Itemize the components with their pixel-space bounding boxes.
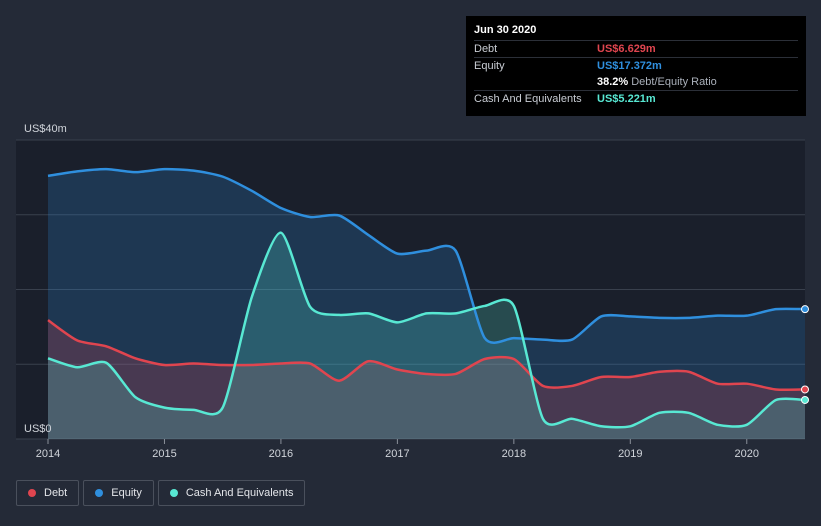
line-debt [47, 319, 806, 392]
tooltip-ratio-value: 38.2% [597, 76, 629, 88]
tooltip-cash-value: US$5.221m [597, 93, 656, 105]
series-areas [48, 169, 805, 439]
y-axis-top-label: US$40m [24, 123, 67, 135]
x-tick-label: 2015 [152, 448, 176, 460]
legend-item-cash[interactable]: Cash And Equivalents [157, 480, 306, 506]
end-marker-debt [801, 385, 809, 394]
series-lines [47, 167, 806, 429]
tooltip-equity-label: Equity [474, 60, 505, 72]
legend-label-debt: Debt [44, 487, 68, 499]
tooltip-cash-row: Cash And Equivalents US$5.221m [474, 90, 798, 107]
line-equity [47, 167, 806, 344]
x-tick-label: 2014 [36, 448, 60, 460]
legend-item-debt[interactable]: Debt [16, 480, 80, 506]
end-marker-equity [801, 305, 809, 314]
series-end-markers [801, 305, 809, 404]
x-tick-label: 2016 [269, 448, 293, 460]
line-cash-and-equivalents [47, 231, 806, 429]
tooltip-debt-row: Debt US$6.629m [474, 40, 798, 57]
tooltip-ratio: 38.2% Debt/Equity Ratio [597, 74, 717, 90]
chart-legend: Debt Equity Cash And Equivalents [16, 480, 309, 506]
legend-dot-debt [28, 489, 36, 497]
x-tick-label: 2019 [618, 448, 642, 460]
area-cash-and-equivalents [48, 232, 805, 439]
tooltip-equity-value: US$17.372m [597, 60, 662, 72]
x-tick-label: 2018 [502, 448, 526, 460]
tooltip-panel: Jun 30 2020 Debt US$6.629m Equity US$17.… [466, 16, 806, 116]
area-debt [48, 320, 805, 439]
x-tick-label: 2017 [385, 448, 409, 460]
x-tick-label: 2020 [735, 448, 759, 460]
area-equity [48, 169, 805, 439]
tooltip-debt-label: Debt [474, 43, 498, 55]
legend-label-cash: Cash And Equivalents [185, 487, 294, 499]
tooltip-debt-value: US$6.629m [597, 43, 656, 55]
tooltip-ratio-row: 38.2% Debt/Equity Ratio [474, 74, 798, 90]
grid-lines [16, 139, 805, 440]
legend-label-equity: Equity [111, 487, 142, 499]
tooltip-equity-row: Equity US$17.372m [474, 57, 798, 74]
legend-dot-equity [95, 489, 104, 497]
legend-dot-cash [169, 489, 178, 497]
y-axis-bottom-label: US$0 [24, 423, 52, 435]
end-marker-cash-and-equivalents [801, 395, 809, 404]
tooltip-date: Jun 30 2020 [474, 24, 537, 36]
tooltip-ratio-label: Debt/Equity Ratio [631, 76, 717, 88]
tooltip-cash-label: Cash And Equivalents [474, 93, 582, 105]
legend-item-equity[interactable]: Equity [83, 480, 154, 506]
x-axis-ticks: 2014 2015 2016 2017 2018 2019 2020 [36, 439, 759, 460]
